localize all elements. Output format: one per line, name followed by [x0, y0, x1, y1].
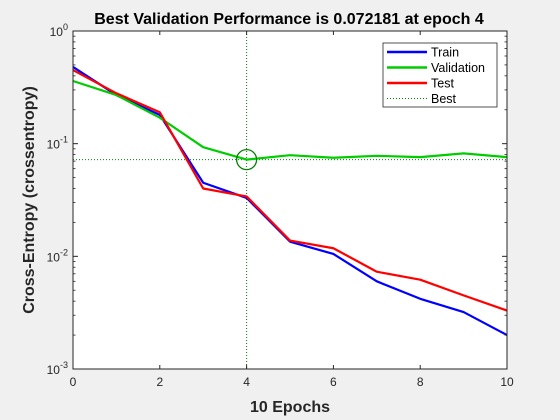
- series-line-test: [72, 69, 508, 312]
- y-tick-label: 10-1: [47, 135, 68, 152]
- legend-box: [382, 42, 498, 108]
- x-tick-label: 0: [70, 375, 77, 389]
- x-tick-label: 10: [500, 375, 514, 389]
- y-tick-label: 100: [50, 22, 68, 39]
- x-tick-label: 8: [417, 375, 424, 389]
- legend-label-test: Test: [431, 77, 454, 91]
- legend-label-validation: Validation: [431, 61, 485, 75]
- x-tick-label: 6: [330, 375, 337, 389]
- y-axis-label: Cross-Entropy (crossentropy): [21, 86, 38, 314]
- legend-label-train: Train: [431, 46, 459, 60]
- x-axis-label: 10 Epochs: [250, 399, 330, 416]
- x-tick-label: 2: [156, 375, 163, 389]
- chart-title: Best Validation Performance is 0.072181 …: [94, 11, 484, 28]
- y-tick-label: 10-3: [47, 360, 68, 377]
- y-tick-label: 10-2: [47, 247, 68, 264]
- x-tick-label: 4: [243, 375, 250, 389]
- axes-box: [72, 30, 508, 370]
- series-line-validation: [72, 79, 508, 161]
- legend-label-best: Best: [431, 92, 457, 106]
- best-point-marker: [235, 148, 258, 171]
